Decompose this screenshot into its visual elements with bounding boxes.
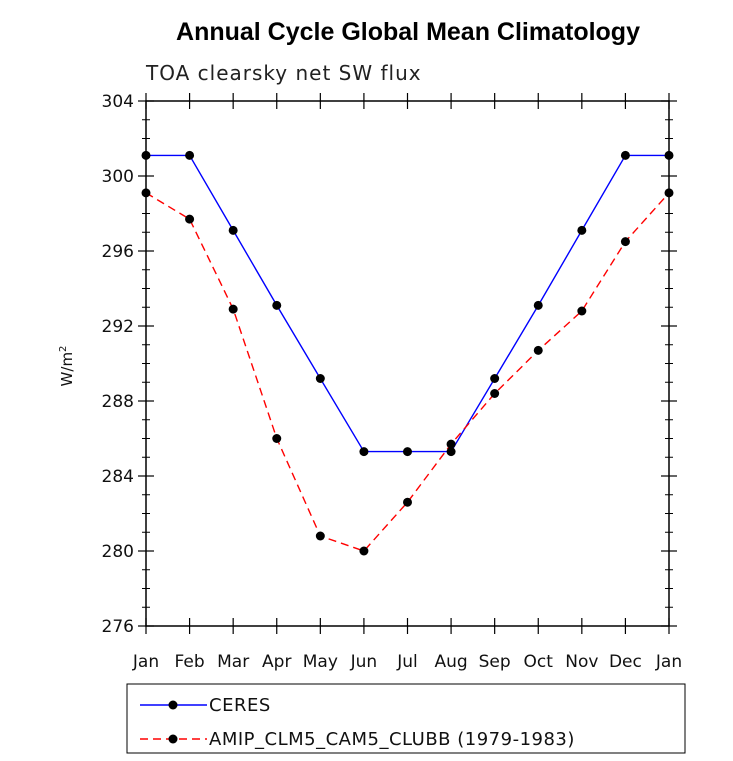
series-point-0 bbox=[359, 447, 369, 457]
y-axis-label: W/m2 bbox=[58, 346, 76, 387]
legend-label-0: CERES bbox=[209, 695, 271, 716]
y-tick-labels: 276 280 284 288 292 296 300 304 bbox=[102, 92, 134, 637]
series-point-0 bbox=[315, 374, 325, 383]
x-tick-label: Jul bbox=[396, 652, 418, 672]
y-tick-label: 304 bbox=[102, 92, 134, 112]
y-tick-label: 300 bbox=[102, 167, 134, 187]
y-tick-label: 284 bbox=[102, 467, 134, 487]
series-point-1 bbox=[620, 237, 630, 247]
x-tick-label: Jun bbox=[350, 652, 378, 672]
plot-frame bbox=[145, 100, 670, 627]
x-tick-label: Jan bbox=[655, 652, 682, 672]
legend-marker-1 bbox=[168, 734, 178, 744]
series-point-0 bbox=[577, 225, 587, 235]
series-point-1 bbox=[315, 531, 325, 541]
y-tick-label: 292 bbox=[102, 317, 134, 337]
series-point-1 bbox=[403, 497, 412, 507]
series-point-0 bbox=[272, 300, 282, 310]
legend-label-1: AMIP_CLM5_CAM5_CLUBB (1979-1983) bbox=[209, 729, 575, 750]
x-tick-label: Feb bbox=[175, 652, 205, 672]
series-point-1 bbox=[141, 188, 151, 198]
y-tick-label: 296 bbox=[102, 242, 134, 262]
legend-marker-0 bbox=[168, 700, 178, 710]
series-point-1 bbox=[490, 389, 500, 398]
series-point-1 bbox=[533, 345, 543, 355]
x-tick-label: Oct bbox=[524, 652, 554, 672]
y-axis-label-text: W/m bbox=[58, 352, 76, 387]
series-point-0 bbox=[141, 150, 151, 160]
series-point-0 bbox=[185, 150, 195, 160]
x-tick-label: Aug bbox=[434, 652, 467, 672]
legend: CERES AMIP_CLM5_CAM5_CLUBB (1979-1983) bbox=[126, 683, 686, 754]
series-point-1 bbox=[664, 188, 674, 198]
series-point-0 bbox=[533, 300, 543, 310]
series-point-1 bbox=[185, 214, 195, 224]
x-tick-label: Nov bbox=[565, 652, 598, 672]
x-tick-label: May bbox=[303, 652, 338, 672]
legend-items: CERES AMIP_CLM5_CAM5_CLUBB (1979-1983) bbox=[140, 695, 575, 750]
series-point-1 bbox=[446, 439, 456, 449]
series-point-1 bbox=[228, 304, 238, 314]
x-tick-label: Sep bbox=[479, 652, 511, 672]
chart-title: Annual Cycle Global Mean Climatology bbox=[176, 18, 640, 46]
major-ticks bbox=[138, 93, 677, 634]
chart-subtitle: TOA clearsky net SW flux bbox=[145, 61, 422, 85]
series-point-1 bbox=[272, 434, 282, 443]
y-axis-label-sup: 2 bbox=[58, 346, 69, 352]
minor-ticks bbox=[142, 119, 673, 608]
series-layer bbox=[141, 150, 674, 556]
x-tick-label: Jan bbox=[132, 652, 159, 672]
series-point-0 bbox=[403, 447, 412, 457]
series-point-0 bbox=[446, 447, 456, 457]
x-tick-label: Dec bbox=[609, 652, 642, 672]
legend-box bbox=[126, 683, 686, 754]
x-tick-label: Apr bbox=[262, 652, 291, 672]
x-tick-labels: Jan Feb Mar Apr May Jun Jul Aug Sep Oct Nov Dec Jan bbox=[132, 652, 682, 672]
series-point-1 bbox=[359, 546, 369, 556]
series-point-0 bbox=[620, 150, 630, 160]
series-line-1 bbox=[145, 192, 670, 552]
plot-area bbox=[138, 93, 677, 634]
series-point-0 bbox=[228, 225, 238, 235]
series-line-0 bbox=[146, 154, 669, 453]
series-point-1 bbox=[577, 306, 587, 316]
series-point-0 bbox=[490, 374, 500, 383]
y-tick-label: 276 bbox=[102, 617, 134, 637]
y-tick-label: 288 bbox=[102, 392, 134, 412]
y-tick-label: 280 bbox=[102, 542, 134, 562]
series-point-0 bbox=[664, 150, 674, 160]
x-tick-label: Mar bbox=[217, 652, 249, 672]
